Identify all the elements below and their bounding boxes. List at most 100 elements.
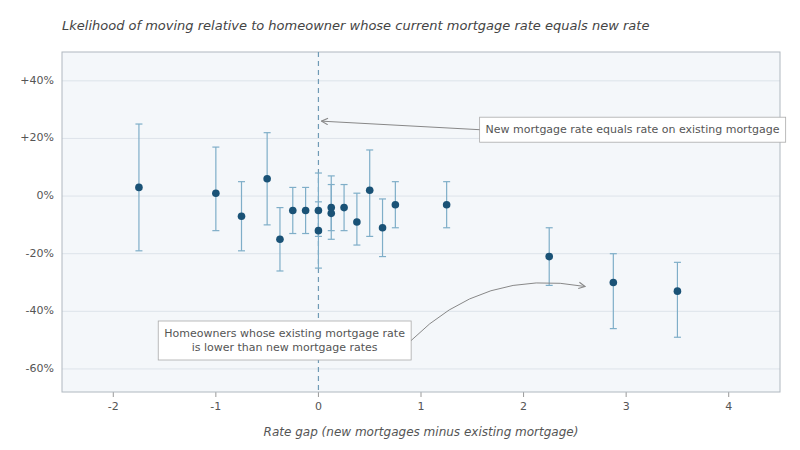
point [276,235,284,243]
y-tick-label: -20% [26,247,54,260]
error-bar-cap [341,184,348,185]
error-bar-cap [443,181,450,182]
x-tick [626,392,627,397]
x-tick-label: 2 [520,400,527,413]
error-bar [366,150,373,236]
annotation-text: New mortgage rate equals rate on existin… [486,123,780,136]
error-bar-cap [610,253,617,254]
point [238,212,246,220]
point [379,224,387,232]
plot-frame [62,52,780,392]
plot-area [135,52,681,392]
error-bar-cap [674,337,681,338]
error-bar-cap [353,193,360,194]
point [212,189,220,197]
x-tick [318,392,319,397]
point [366,187,374,195]
error-bar [135,124,142,251]
error-bar-cap [315,201,322,202]
error-bar-cap [276,270,283,271]
x-tick-label: 4 [725,400,732,413]
x-tick-label: -2 [108,400,119,413]
x-tick [421,392,422,397]
error-bar-cap [264,224,271,225]
annotation-line: is lower than new mortgage rates [192,341,378,354]
x-tick-label: -1 [210,400,221,413]
y-tick-label: +20% [20,131,54,144]
error-bar-cap [379,198,386,199]
plot-background [62,52,780,392]
error-bar [674,262,681,337]
y-tick-label: -40% [26,304,54,317]
error-bar-cap [289,233,296,234]
point [263,175,271,183]
point [392,201,400,209]
error-bar-cap [392,227,399,228]
y-tick-label: -60% [26,362,54,375]
point [327,210,335,218]
y-tick-label: +40% [20,74,54,87]
error-bar-cap [315,172,322,173]
error-bar-cap [264,132,271,133]
error-bar-cap [302,233,309,234]
annotation-box [158,321,411,360]
error-bar-stem [215,147,216,231]
error-bar [328,176,335,239]
error-bar-cap [674,262,681,263]
grid-line [62,80,780,81]
error-bar-cap [546,285,553,286]
annotation: New mortgage rate equals rate on existin… [321,117,785,142]
point [315,227,323,235]
x-tick-label: 3 [623,400,630,413]
error-bar [302,187,309,233]
error-bar [392,182,399,228]
error-bar-cap [276,207,283,208]
error-bar [353,193,360,245]
error-bar [546,228,553,286]
error-bar-cap [610,328,617,329]
annotation-arrow [411,283,585,341]
point [353,218,361,226]
error-bar-cap [366,149,373,150]
error-bar-cap [392,181,399,182]
grid-line [62,368,780,369]
point [340,204,348,212]
error-bar [212,147,219,231]
x-axis-label: Rate gap (new mortgages minus existing m… [264,425,579,439]
error-bar-cap [546,227,553,228]
error-bar-cap [135,250,142,251]
error-bar-cap [379,256,386,257]
error-bar-cap [353,244,360,245]
error-bar-cap [135,123,142,124]
error-bar-cap [315,268,322,269]
error-bar-cap [212,146,219,147]
x-tick [728,392,729,397]
error-bar [238,182,245,251]
error-bar-cap [328,175,335,176]
error-bar [315,202,322,268]
y-tick-label: 0% [37,189,54,202]
grid-line [62,196,780,197]
title: Lkelihood of moving relative to homeowne… [62,18,649,33]
error-bar [443,182,450,228]
error-bar-stem [613,254,614,329]
error-bar-cap [341,230,348,231]
point [443,201,451,209]
point [315,207,323,215]
error-bar-cap [289,187,296,188]
error-bar [289,187,296,233]
annotation: Homeowners whose existing mortgage ratei… [158,283,585,360]
x-tick [523,392,524,397]
grid-line [62,311,780,312]
x-tick-label: 1 [418,400,425,413]
error-bar [610,254,617,329]
annotation-line: Homeowners whose existing mortgage rate [164,327,405,340]
error-bar-cap [443,227,450,228]
error-bar [341,185,348,231]
annotation-box [480,117,786,142]
error-bar [276,208,283,271]
error-bar-cap [212,230,219,231]
error-bar-cap [238,181,245,182]
point [289,207,297,215]
error-bar-cap [302,187,309,188]
